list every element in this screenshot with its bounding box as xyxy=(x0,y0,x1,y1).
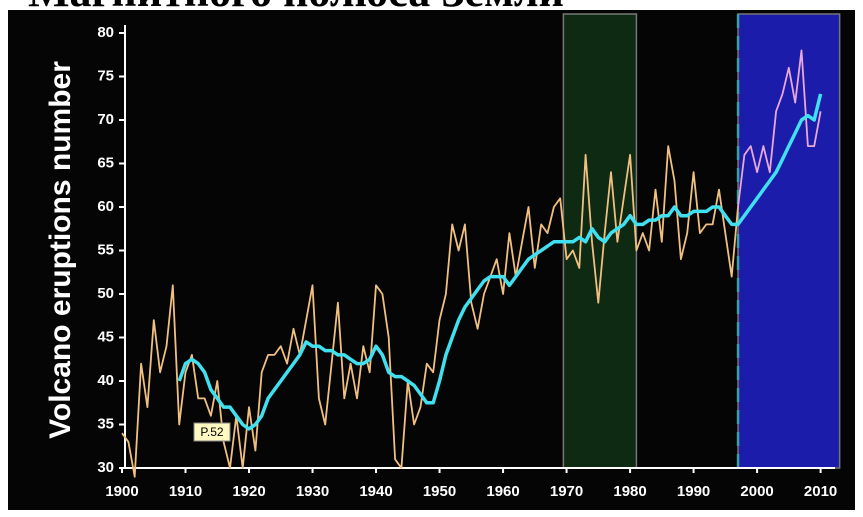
y-tick-label: 35 xyxy=(97,415,114,432)
data-line xyxy=(177,93,823,431)
chart-title: Магнитного полюса Земли xyxy=(28,0,564,16)
y-tick-label: 55 xyxy=(97,241,114,258)
y-tick-label: 40 xyxy=(97,372,114,389)
x-tick-label: 1970 xyxy=(550,483,583,500)
annotation-box xyxy=(193,422,231,442)
y-tick-label: 30 xyxy=(97,459,114,476)
y-tick-label: 45 xyxy=(97,328,114,345)
x-tick-label: 1950 xyxy=(423,483,456,500)
x-tick-label: 1900 xyxy=(105,483,138,500)
x-tick-label: 1920 xyxy=(232,483,265,500)
x-tick-label: 1910 xyxy=(169,483,202,500)
chart-background xyxy=(8,10,855,510)
y-tick-label: 50 xyxy=(97,285,114,302)
x-tick-label: 1940 xyxy=(359,483,392,500)
y-tick-label: 65 xyxy=(97,154,114,171)
x-tick-label: 1960 xyxy=(486,483,519,500)
x-tick-label: 2000 xyxy=(740,483,773,500)
y-tick-label: 70 xyxy=(97,111,114,128)
y-tick-label: 75 xyxy=(97,67,114,84)
x-tick-label: 1990 xyxy=(677,483,710,500)
y-tick-label: 80 xyxy=(97,24,114,41)
annotation: P.52 xyxy=(200,425,223,439)
plot-area: 30 35 40 45 50 55 60 65 70 75 80 1900 1910 1920 1930 19… xyxy=(97,13,841,500)
shaded-band xyxy=(737,13,841,469)
x-tick-label: 1980 xyxy=(613,483,646,500)
data-line xyxy=(121,145,739,478)
x-tick-label: 2010 xyxy=(804,483,837,500)
y-axis-label: Volcano eruptions number xyxy=(44,61,77,439)
x-tick-label: 1930 xyxy=(296,483,329,500)
y-tick-label: 60 xyxy=(97,198,114,215)
data-line xyxy=(737,49,822,208)
